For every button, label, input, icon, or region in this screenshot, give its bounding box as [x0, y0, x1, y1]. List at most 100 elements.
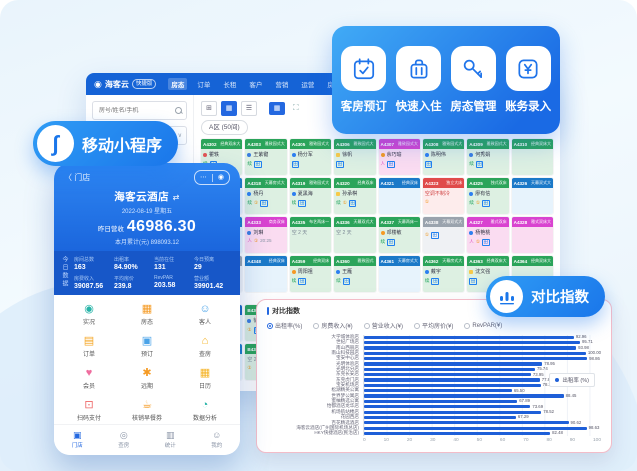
- room-cell-A4308[interactable]: A4308 雅致园式大 陈明伟田: [422, 139, 465, 175]
- room-search-box[interactable]: [92, 101, 187, 120]
- yuan-receipt-icon: [505, 46, 551, 91]
- room-cell-A4333[interactable]: A4333 商务双床 刘琳人 ① 20:25: [245, 217, 287, 253]
- feature-roomstate[interactable]: 房态管理: [450, 46, 496, 114]
- room-search-input[interactable]: [97, 106, 175, 115]
- room-cell-header: A4318 天幕房式大: [245, 178, 287, 188]
- chart-bar: [364, 394, 564, 398]
- menu-orders[interactable]: ▤ 订单: [60, 335, 118, 358]
- metric-radio-0[interactable]: 出租率(%): [267, 321, 302, 330]
- tab-stats[interactable]: ▥ 统计: [147, 425, 194, 455]
- nav-item-2[interactable]: 长租: [223, 82, 237, 89]
- room-cell-A4320[interactable]: A4320 经典双床 孙承棋续 ① 田: [334, 178, 376, 214]
- room-cell-A4319[interactable]: A4319 雅致园式大 夏黑海续田: [289, 178, 332, 214]
- guest-line: 邓楼敏: [380, 229, 418, 236]
- fullscreen-icon[interactable]: ⛶: [293, 103, 299, 112]
- board-view-icon[interactable]: ▦: [221, 100, 237, 116]
- room-cell-A4326[interactable]: A4326 天幕双式大: [511, 178, 553, 214]
- room-cell-A4303[interactable]: A4303 雅致园式大 王紫键续田: [245, 139, 287, 175]
- nav-item-3[interactable]: 客户: [249, 82, 263, 89]
- room-cell-A4327[interactable]: A4327 雅式双床 杨艳桃人 ① 田: [467, 217, 509, 253]
- list-view-icon[interactable]: ☰: [241, 100, 257, 116]
- chart-bar: [364, 346, 577, 350]
- room-type: 雅致园式大: [397, 141, 418, 146]
- room-cell-A4328[interactable]: A4328 雅式双床大: [511, 217, 553, 253]
- room-number: A4306: [336, 141, 350, 147]
- feature-billing[interactable]: 账务录入: [505, 46, 551, 114]
- status-badge: 续: [247, 200, 252, 205]
- room-cell-A4337[interactable]: A4337 天幕两床一 邓楼敏续田: [378, 217, 420, 253]
- metric-radio-4[interactable]: RevPAR(¥): [464, 322, 502, 329]
- guest-name: 徐帆: [342, 152, 353, 158]
- room-type: 天幕两床一: [397, 219, 418, 224]
- room-cell-A4307[interactable]: A4307 雅致园式大 余巧瑜人田: [378, 139, 420, 175]
- room-cell-A4309[interactable]: A4309 雅致园式大 何秀娟续田: [467, 139, 509, 175]
- guest-line: 周阳祖: [291, 268, 329, 275]
- tab-inspect[interactable]: ◎ 查房: [101, 425, 148, 455]
- menu-member[interactable]: ♥ 会员: [60, 367, 118, 390]
- room-cell-body: [511, 227, 553, 253]
- chart-bar: [364, 415, 516, 420]
- tab-mine[interactable]: ☺ 我的: [194, 425, 241, 455]
- room-type: 天幕双式大: [442, 219, 463, 224]
- menu-guests[interactable]: ☺ 客人: [176, 303, 234, 326]
- feature-booking[interactable]: 客房预订: [341, 46, 387, 114]
- grid-view-icon[interactable]: ⊞: [201, 100, 217, 116]
- room-cell-A4310[interactable]: A4310 经典双床大: [511, 139, 553, 175]
- room-cell-A4359[interactable]: A4359 经典双床 周阳祖续田: [289, 256, 332, 292]
- feature-checkin[interactable]: 快速入住: [396, 46, 442, 114]
- menu-calendar[interactable]: ▦ 日历: [176, 367, 234, 390]
- menu-scanpay[interactable]: ⊡ 扫码支付: [60, 399, 118, 422]
- back-button[interactable]: 〈 门店: [64, 173, 91, 182]
- metric-radio-3[interactable]: 平均房价(¥): [414, 321, 453, 330]
- menu-longterm[interactable]: ✱ 远期: [118, 367, 176, 390]
- guest-line: 沈文强: [469, 268, 506, 275]
- room-cell-A4335[interactable]: A4335 布艺两床一空 2 天: [289, 217, 332, 253]
- status-badges: 续田: [336, 278, 373, 285]
- nav-item-1[interactable]: 订单: [197, 82, 211, 89]
- mini-program-capsule[interactable]: ⋯ ◉: [194, 170, 230, 185]
- mini-program-label: 移动小程序: [82, 137, 163, 155]
- room-cell-body: 孙承棋续 ① 田: [334, 188, 376, 214]
- menu-analytics[interactable]: ◔ 数据分析: [176, 399, 234, 422]
- menu-roomstate[interactable]: ▦ 房态: [118, 303, 176, 326]
- room-cell-A4362[interactable]: A4362 天幕房式大 戴宇续田: [422, 256, 465, 292]
- close-icon[interactable]: ◉: [217, 174, 225, 181]
- guest-name: 邓楼敏: [386, 230, 402, 236]
- batch-action-button[interactable]: ▦: [269, 101, 285, 115]
- room-cell-A4336[interactable]: A4336 天幕双式大空 2 天: [334, 217, 376, 253]
- more-icon[interactable]: ⋯: [199, 174, 207, 181]
- metric-radio-1[interactable]: 房费收入(¥): [313, 321, 353, 330]
- menu-inspect[interactable]: ⌂ 查房: [176, 335, 234, 358]
- room-cell-A4306[interactable]: A4306 雅致园式大 徐帆田: [334, 139, 376, 175]
- nav-item-0[interactable]: 房态: [168, 78, 188, 90]
- room-cell-A4323[interactable]: A4323 独立大床 空调不制冷 ①: [422, 178, 465, 214]
- guest-name: 陈明伟: [430, 152, 446, 158]
- room-cell-A4360[interactable]: A4360 雅致园式 王雁续田: [334, 256, 376, 292]
- hotel-name[interactable]: 海客云酒店 ⇄: [114, 191, 180, 203]
- room-cell-A4325[interactable]: A4325 独式双床 廖有信续 ① 田: [467, 178, 509, 214]
- room-cell-A4361[interactable]: A4361 天幕房式大: [378, 256, 420, 292]
- chart-bar: [364, 373, 531, 377]
- switch-hotel-icon[interactable]: ⇄: [172, 193, 180, 202]
- revenue-label: 昨日营收: [97, 226, 124, 233]
- nav-item-5[interactable]: 运营: [301, 82, 315, 89]
- room-number: A4310: [513, 141, 528, 147]
- metric-radio-2[interactable]: 营业收入(¥): [363, 321, 403, 330]
- room-cell-header: A4305 雅致园式大: [289, 139, 332, 149]
- room-cell-A4305[interactable]: A4305 雅致园式大 杨分军田: [289, 139, 332, 175]
- nav-item-4[interactable]: 营销: [275, 82, 289, 89]
- room-cell-header: A4363 经典双床大: [467, 256, 509, 266]
- room-cell-A4318[interactable]: A4318 天幕房式大 杨丹续 ① 田: [245, 178, 287, 214]
- room-cell-A4348[interactable]: A4348 经典双床: [245, 256, 287, 292]
- menu-booking[interactable]: ▣ 预订: [118, 335, 176, 358]
- menu-voucher[interactable]: ☕ 核销早餐券: [118, 399, 176, 422]
- zone-tab[interactable]: A区 (50间): [201, 120, 248, 135]
- menu-live[interactable]: ◉ 实况: [60, 303, 118, 326]
- room-cell-A4338[interactable]: A4338 天幕双式大 ① 田: [422, 217, 465, 253]
- room-cell-header: A4362 天幕房式大: [422, 256, 465, 266]
- status-badges: 田: [424, 161, 462, 168]
- tab-store[interactable]: ▣ 门店: [54, 425, 101, 455]
- room-cell-A4321[interactable]: A4321 经典双床: [378, 178, 420, 214]
